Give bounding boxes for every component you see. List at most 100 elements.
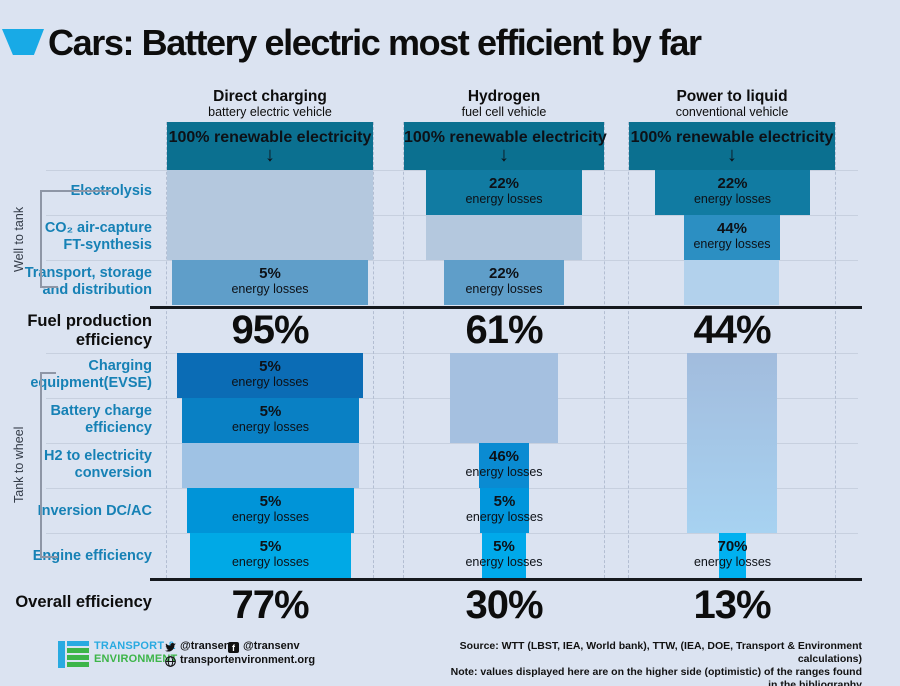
- te-logo-icon: [58, 641, 65, 668]
- note-line: Note: values displayed here are on the h…: [450, 666, 862, 686]
- input-label: 100% renewable electricity: [404, 129, 607, 146]
- bar-col1-evse: 5% energy losses: [177, 353, 363, 398]
- bar-label: 5% energy losses: [231, 493, 310, 524]
- fuel-efficiency-value-ptl: 44%: [693, 308, 771, 352]
- bar-label: 5% energy losses: [465, 538, 543, 569]
- bar-label: 5% energy losses: [465, 493, 544, 524]
- tank-to-wheel-bracket: [40, 372, 42, 558]
- column-title: Power to liquid: [676, 88, 788, 105]
- bar-col1-engine: 5% energy losses: [190, 533, 351, 578]
- input-box-hydrogen: 100% renewable electricity ↓: [404, 122, 607, 170]
- bar-col3-electrolysis: 22% energy losses: [655, 170, 810, 215]
- bar-label: 44% energy losses: [693, 220, 771, 251]
- source-note: Source: WTT (LBST, IEA, World bank), TTW…: [440, 640, 862, 686]
- row-label-h2-conversion: H2 to electricity conversion: [44, 448, 152, 481]
- column-edge-dashed-line: [166, 122, 167, 578]
- overall-efficiency-value-ptl: 13%: [693, 583, 771, 627]
- bar-col1-h2-inactive: [182, 443, 359, 488]
- facebook-icon[interactable]: f: [228, 642, 239, 653]
- bar-label: 5% energy losses: [231, 538, 310, 569]
- bar-col3-tank-stack-inactive: [687, 353, 777, 533]
- bar-label: 5% energy losses: [231, 265, 309, 296]
- bar-label: 5% energy losses: [231, 403, 310, 434]
- bar-col3-transport-inactive: [684, 260, 779, 305]
- bar-col2-engine: 5% energy losses: [465, 533, 543, 578]
- te-logo-icon: [67, 641, 89, 646]
- row-label-inversion: Inversion DC/AC: [37, 503, 152, 519]
- column-head-direct-charging: Direct charging battery electric vehicle: [167, 88, 373, 119]
- bar-label: 5% energy losses: [231, 358, 309, 389]
- row-label-co2-air-capture: CO₂ air-capture FT-synthesis: [44, 220, 152, 253]
- page-title: Cars: Battery electric most efficient by…: [48, 22, 702, 63]
- down-arrow-icon: ↓: [499, 144, 509, 166]
- column-edge-dashed-line: [628, 122, 629, 578]
- well-to-tank-bracket-tick: [40, 286, 58, 288]
- te-logo-icon: [67, 648, 89, 653]
- column-title: Hydrogen: [467, 88, 541, 105]
- input-box-power-to-liquid: 100% renewable electricity ↓: [629, 122, 835, 170]
- well-to-tank-bracket-tick: [40, 190, 112, 192]
- row-separator: [46, 443, 858, 444]
- flag-logo-icon: [2, 29, 44, 55]
- bar-col2-charging-battery-inactive: [450, 353, 558, 443]
- well-to-tank-bracket: [40, 190, 42, 288]
- globe-icon: [165, 656, 176, 667]
- well-to-tank-label: Well to tank: [12, 206, 26, 272]
- source-line: Source: WTT (LBST, IEA, World bank), TTW…: [459, 640, 862, 665]
- bar-col2-co2-inactive: [426, 215, 582, 260]
- te-logo-icon: [67, 655, 89, 660]
- tank-to-wheel-bracket-tick: [40, 556, 58, 558]
- column-subtitle: conventional vehicle: [675, 105, 789, 119]
- column-subtitle: battery electric vehicle: [208, 105, 332, 119]
- bar-col3-co2-synthesis: 44% energy losses: [684, 215, 780, 260]
- overall-divider: [150, 578, 862, 581]
- bar-col1-battery: 5% energy losses: [182, 398, 359, 443]
- brand-name-transport: TRANSPORT &: [94, 640, 176, 652]
- down-arrow-icon: ↓: [265, 144, 275, 166]
- bar-col2-inversion: 5% energy losses: [466, 488, 543, 533]
- column-edge-dashed-line: [835, 122, 836, 578]
- bar-col1-inversion: 5% energy losses: [187, 488, 354, 533]
- facebook-handle[interactable]: @transenv: [243, 640, 300, 652]
- bar-col1-co2-inactive: [167, 215, 373, 260]
- fuel-efficiency-value-hydrogen: 61%: [465, 308, 543, 352]
- column-subtitle: fuel cell vehicle: [461, 105, 547, 119]
- bar-col1-electrolysis-inactive: [167, 170, 373, 215]
- bar-col2-h2-conversion: 46% energy losses: [465, 443, 543, 488]
- down-arrow-icon: ↓: [727, 144, 737, 166]
- column-head-hydrogen: Hydrogen fuel cell vehicle: [404, 88, 604, 119]
- column-head-power-to-liquid: Power to liquid conventional vehicle: [629, 88, 835, 119]
- website-url[interactable]: transportenvironment.org: [180, 654, 316, 666]
- twitter-icon[interactable]: [165, 642, 176, 653]
- input-label: 100% renewable electricity: [168, 129, 372, 146]
- input-box-direct-charging: 100% renewable electricity ↓: [167, 122, 373, 170]
- row-label-battery-charge: Battery charge efficiency: [50, 403, 152, 436]
- row-label-charging-equipment: Charging equipment(EVSE): [30, 358, 152, 391]
- column-title: Direct charging: [213, 88, 327, 105]
- input-label: 100% renewable electricity: [630, 129, 834, 146]
- bar-label: 22% energy losses: [693, 175, 772, 206]
- fuel-production-divider: [150, 306, 862, 309]
- tank-to-wheel-bracket-tick: [40, 372, 56, 374]
- te-logo-icon: [67, 662, 89, 667]
- brand-name-environment: ENVIRONMENT: [94, 653, 178, 665]
- overall-efficiency-value-direct: 77%: [231, 583, 309, 627]
- row-label-transport-storage: Transport, storage and distribution: [24, 265, 152, 298]
- bar-col3-engine: 70% energy losses: [694, 533, 771, 578]
- tank-to-wheel-label: Tank to wheel: [12, 426, 26, 504]
- column-edge-dashed-line: [604, 122, 605, 578]
- bar-col2-transport: 22% energy losses: [444, 260, 564, 305]
- bar-label: 22% energy losses: [465, 265, 543, 296]
- row-separator: [46, 533, 858, 534]
- row-separator: [46, 488, 858, 489]
- column-edge-dashed-line: [403, 122, 404, 578]
- column-edge-dashed-line: [373, 122, 374, 578]
- row-label-fuel-production-efficiency: Fuel production efficiency: [27, 312, 152, 349]
- row-label-overall-efficiency: Overall efficiency: [15, 593, 152, 611]
- bar-label: 22% energy losses: [465, 175, 543, 206]
- bar-label: 70% energy losses: [693, 538, 772, 569]
- bar-col2-electrolysis: 22% energy losses: [426, 170, 582, 215]
- twitter-handle[interactable]: @transenv: [180, 640, 237, 652]
- overall-efficiency-value-hydrogen: 30%: [465, 583, 543, 627]
